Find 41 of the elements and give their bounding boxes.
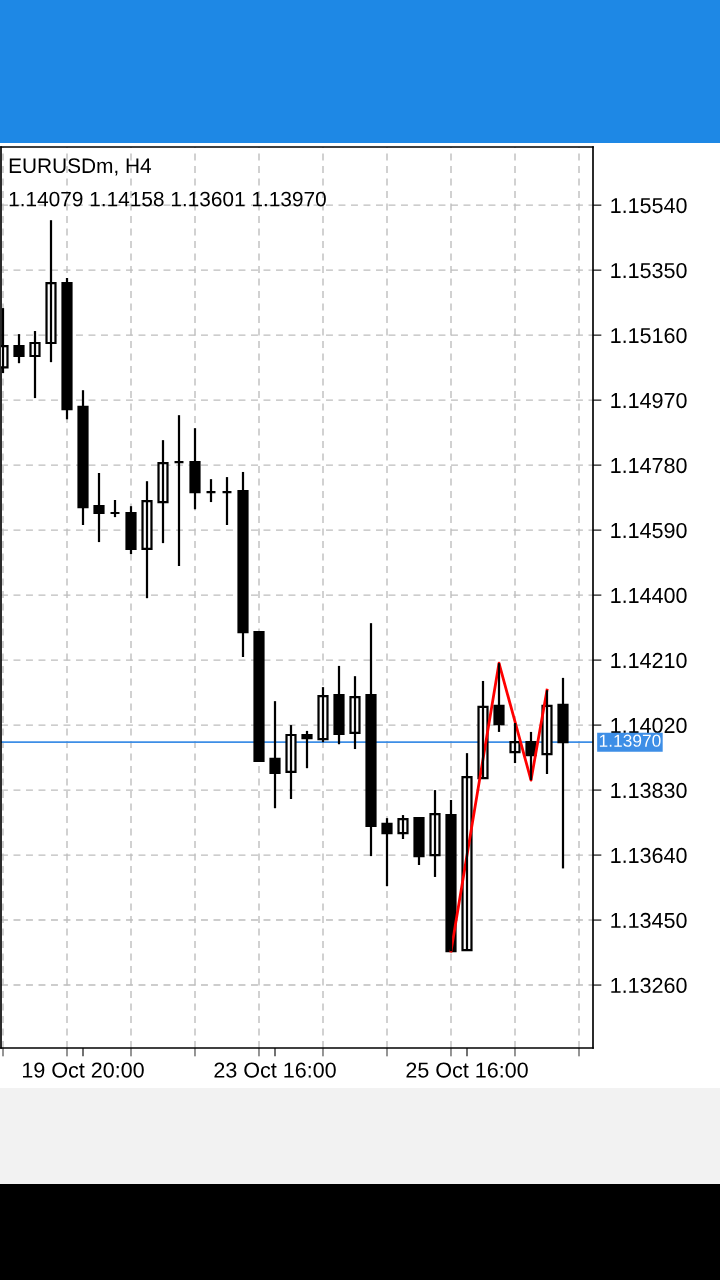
candlestick	[285, 723, 297, 801]
y-tick-label: 1.14780	[611, 457, 687, 474]
y-tick-label: 1.15540	[611, 197, 687, 214]
y-tick-label: 1.15350	[611, 262, 687, 279]
candlestick	[349, 675, 361, 751]
candlestick	[45, 219, 57, 364]
candlestick	[301, 729, 313, 770]
candlestick	[429, 788, 441, 879]
y-tick-label: 1.13260	[611, 977, 687, 994]
y-tick-label: 1.13640	[611, 847, 687, 864]
candlestick	[13, 333, 25, 365]
candlestick	[269, 700, 281, 810]
candlestick	[61, 276, 73, 421]
y-tick-label: 1.14020	[611, 717, 687, 734]
candlestick	[413, 817, 425, 867]
y-tick-label: 1.15160	[611, 327, 687, 344]
chart-title: EURUSDm, H4	[9, 158, 152, 176]
text: 1.14079 1.14158 1.13601 1.13970	[9, 191, 326, 207]
y-tick-label: 1.14590	[611, 522, 687, 539]
candlestick	[29, 329, 41, 400]
y-tick-label: 1.13450	[611, 912, 687, 929]
candlestick	[365, 622, 377, 858]
ref-line-label: 1.13970	[599, 734, 661, 747]
candlestick	[141, 480, 153, 600]
y-tick-label: 1.14210	[611, 652, 687, 669]
candlestick	[317, 686, 329, 744]
candlestick	[189, 427, 201, 511]
candlestick	[333, 664, 345, 746]
candlestick	[157, 439, 169, 545]
y-tick-label: 1.13830	[611, 782, 687, 799]
y-tick-label: 1.14970	[611, 392, 687, 409]
y-tick-label: 1.14400	[611, 587, 687, 604]
x-tick-label: 19 Oct 20:00	[23, 1062, 144, 1078]
candlestick	[397, 813, 409, 841]
candlestick	[125, 505, 137, 556]
x-tick-label: 23 Oct 16:00	[214, 1062, 336, 1078]
candlestick	[93, 471, 105, 544]
candlestick	[253, 630, 265, 763]
x-tick-label: 25 Oct 16:00	[406, 1062, 528, 1078]
candlestick	[237, 470, 249, 659]
candlestick	[493, 662, 505, 734]
